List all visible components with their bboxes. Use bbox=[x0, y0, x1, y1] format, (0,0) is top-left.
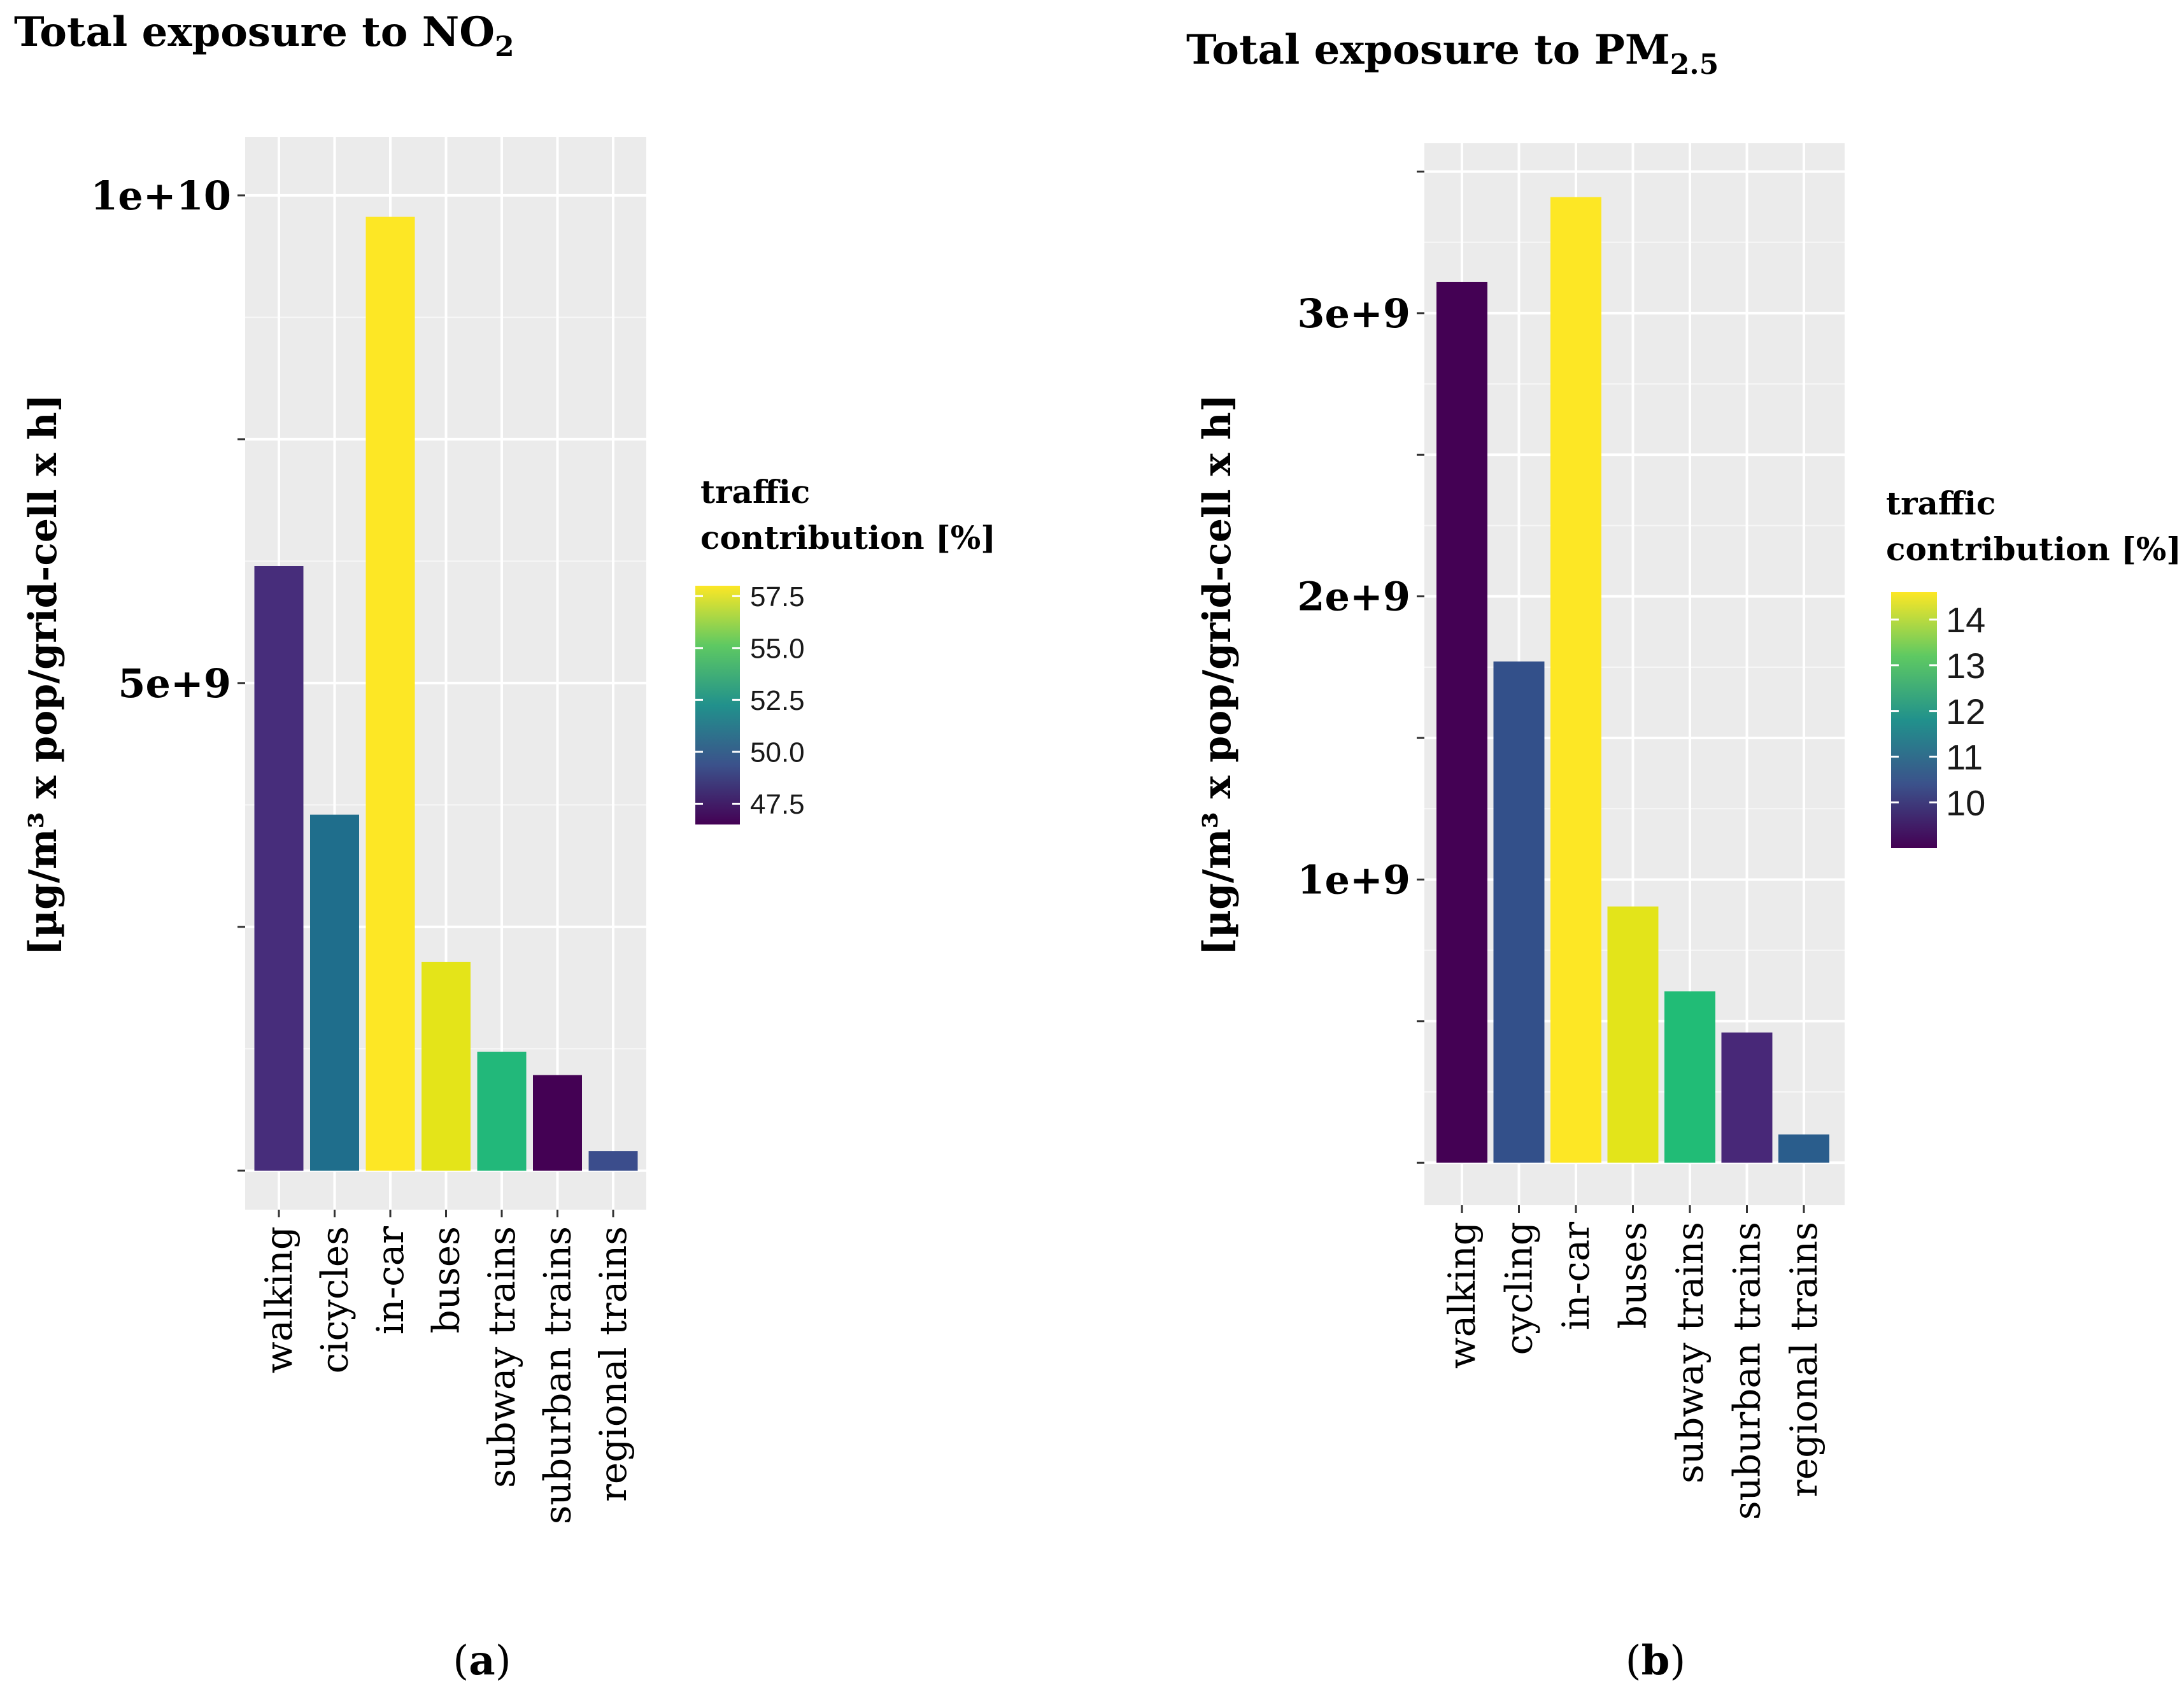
panel-label-b-letter: b bbox=[1642, 1637, 1670, 1685]
legend-title-line2-b: contribution [%] bbox=[1886, 530, 2181, 568]
legend-ticks-b: 10 11 12 13 14 bbox=[1891, 600, 1985, 823]
bar-walking bbox=[1436, 281, 1487, 1163]
x-tick-label: cicycles bbox=[313, 1226, 357, 1373]
y-tick-label: 1e+10 bbox=[90, 173, 231, 219]
legend-title-line1-a: traffic bbox=[700, 473, 810, 511]
bar-regional-trains bbox=[588, 1151, 638, 1171]
chart-title-b: Total exposure to PM2.5 bbox=[1186, 26, 1719, 81]
bar-suburban-trains bbox=[533, 1075, 582, 1171]
chart-title-b-main: Total exposure to PM bbox=[1186, 26, 1670, 74]
legend-tick-label: 11 bbox=[1946, 737, 1983, 777]
x-tick-label: buses bbox=[425, 1226, 468, 1333]
legend-a: traffic contribution [%] 47.5 50.0 52.5 55.… bbox=[695, 473, 996, 824]
x-tick-label: in-car bbox=[369, 1226, 412, 1335]
chart-title-a-subscript: 2 bbox=[495, 31, 514, 63]
y-axis-b: 1e+9 2e+9 3e+9 bbox=[1297, 170, 1424, 1164]
panel-label-a-letter: a bbox=[469, 1637, 495, 1685]
x-tick-label: regional trains bbox=[1782, 1222, 1826, 1497]
bar-cicycles bbox=[310, 814, 359, 1171]
y-axis-a: 5e+9 1e+10 bbox=[90, 173, 245, 1172]
chart-panel-a: Total exposure to NO2 5e+9 1e+10 walking c… bbox=[14, 8, 996, 1685]
x-tick-label: buses bbox=[1612, 1222, 1655, 1329]
x-tick-label: suburban trains bbox=[1726, 1222, 1769, 1520]
chart-title-a-main: Total exposure to NO bbox=[14, 8, 495, 56]
y-axis-label-a: [µg/m³ x pop/grid-cell x h] bbox=[21, 394, 66, 956]
legend-tick-label: 47.5 bbox=[750, 789, 805, 820]
y-axis-label-b: [µg/m³ x pop/grid-cell x h] bbox=[1195, 394, 1240, 956]
x-axis-b: walking cycling in-car buses subway trains su… bbox=[1440, 1205, 1826, 1520]
bar-buses bbox=[422, 961, 471, 1171]
y-tick-label: 5e+9 bbox=[118, 660, 231, 707]
bar-suburban-trains bbox=[1721, 1032, 1773, 1163]
bar-buses bbox=[1607, 906, 1659, 1163]
bar-in-car bbox=[1550, 197, 1601, 1163]
bars-a bbox=[254, 216, 638, 1171]
panel-label-a: (a) bbox=[453, 1637, 511, 1685]
bar-subway-trains bbox=[477, 1051, 527, 1171]
chart-title-a: Total exposure to NO2 bbox=[14, 8, 514, 63]
y-tick-label: 3e+9 bbox=[1297, 290, 1410, 337]
legend-title-line1-b: traffic bbox=[1886, 485, 1996, 522]
legend-tick-label: 50.0 bbox=[750, 737, 805, 768]
x-tick-label: subway trains bbox=[480, 1226, 523, 1488]
bar-subway-trains bbox=[1664, 991, 1715, 1163]
legend-tick-label: 13 bbox=[1946, 646, 1985, 686]
legend-tick-label: 52.5 bbox=[750, 685, 805, 716]
legend-tick-label: 55.0 bbox=[750, 633, 805, 665]
y-tick-label: 1e+9 bbox=[1297, 856, 1410, 903]
legend-b: traffic contribution [%] 10 11 12 13 14 bbox=[1886, 485, 2181, 848]
x-tick-label: cycling bbox=[1498, 1222, 1541, 1355]
legend-ticks-a: 47.5 50.0 52.5 55.0 57.5 bbox=[695, 581, 805, 820]
x-tick-label: subway trains bbox=[1668, 1222, 1712, 1483]
legend-colorbar-a bbox=[695, 586, 740, 824]
bars-b bbox=[1436, 197, 1829, 1163]
x-tick-label: walking bbox=[1440, 1222, 1484, 1369]
bar-regional-trains bbox=[1778, 1134, 1829, 1163]
y-tick-label: 2e+9 bbox=[1297, 574, 1410, 620]
bar-cycling bbox=[1493, 661, 1545, 1163]
chart-panel-b: Total exposure to PM2.5 1e+9 2e+9 3e+9 wal… bbox=[1186, 26, 2181, 1685]
bar-in-car bbox=[365, 216, 415, 1171]
legend-title-line2-a: contribution [%] bbox=[700, 519, 996, 556]
legend-tick-label: 10 bbox=[1946, 782, 1985, 823]
legend-tick-label: 12 bbox=[1946, 691, 1985, 732]
x-axis-a: walking cicycles in-car buses subway trains s… bbox=[257, 1210, 635, 1524]
x-tick-label: in-car bbox=[1554, 1222, 1598, 1331]
legend-colorbar-b bbox=[1891, 592, 1937, 848]
x-tick-label: regional trains bbox=[592, 1226, 635, 1502]
x-tick-label: walking bbox=[257, 1226, 301, 1373]
x-tick-label: suburban trains bbox=[536, 1226, 579, 1524]
legend-tick-label: 57.5 bbox=[750, 581, 805, 612]
bar-walking bbox=[254, 566, 304, 1171]
legend-tick-label: 14 bbox=[1946, 600, 1985, 640]
panel-label-b: (b) bbox=[1626, 1637, 1686, 1685]
chart-title-b-subscript: 2.5 bbox=[1670, 48, 1719, 81]
